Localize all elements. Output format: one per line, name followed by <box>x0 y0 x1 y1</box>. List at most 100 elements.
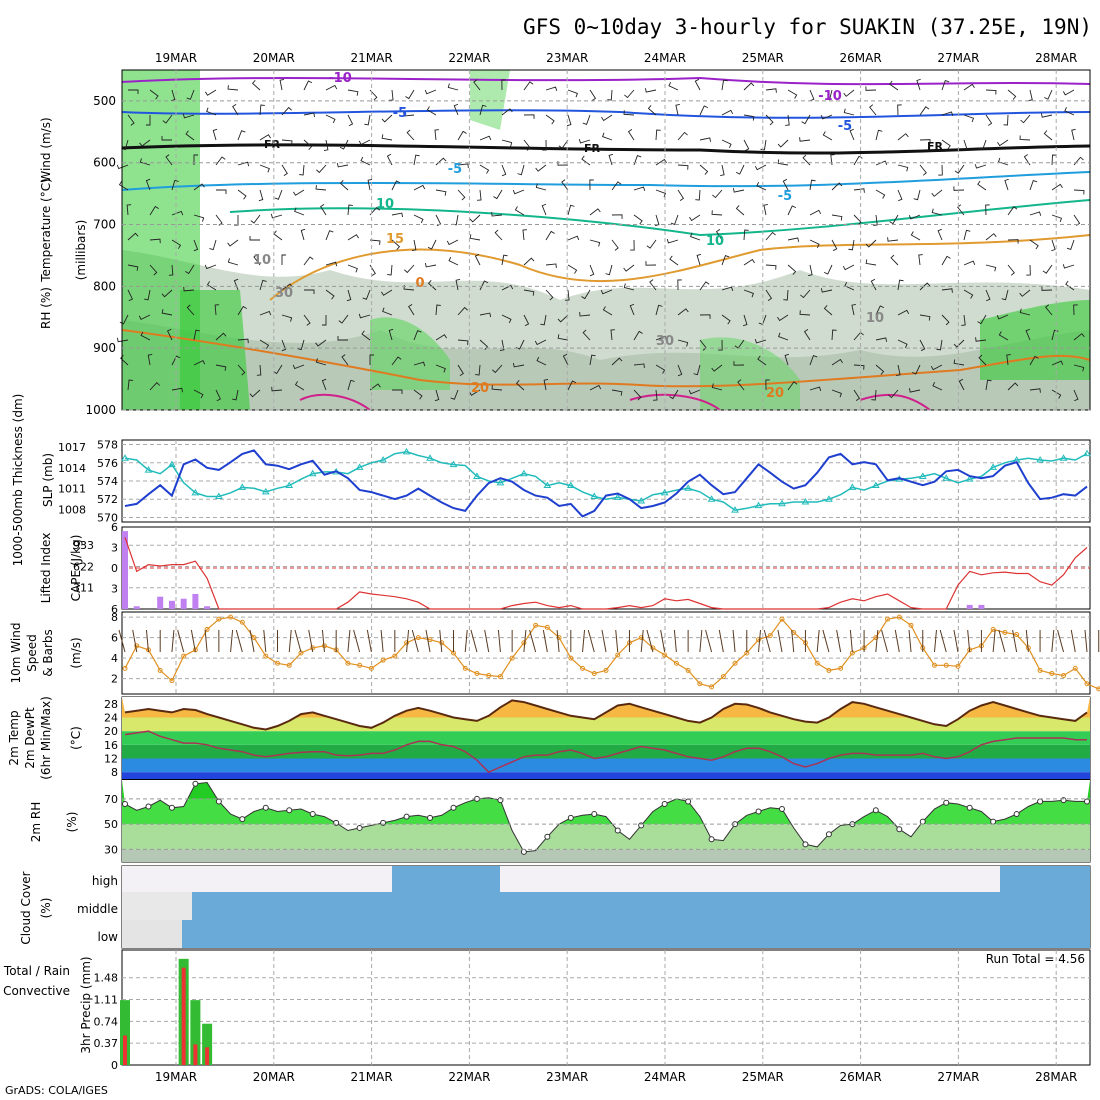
wind-barb <box>677 164 689 170</box>
wind-barb <box>215 389 221 402</box>
cape-label: CAPE (J/kg) <box>69 535 83 602</box>
upper-temp-label: Temperature (°C) <box>39 178 53 283</box>
wind-barb <box>870 278 877 291</box>
wind-barb <box>694 78 701 91</box>
wind-barb <box>259 134 271 141</box>
wind-marker <box>404 640 410 646</box>
wind-barb <box>689 214 701 222</box>
wind-barb <box>677 131 688 141</box>
wind-barb-10m <box>791 629 795 653</box>
wind-barb <box>875 305 885 316</box>
wind-barb <box>849 128 855 141</box>
date-label-top: 21MAR <box>351 51 393 65</box>
dewpoint-line <box>124 730 1087 774</box>
wind-barb <box>1019 135 1031 141</box>
rh-marker <box>262 804 269 811</box>
cape-bar <box>122 531 128 609</box>
wind-barb <box>303 314 311 326</box>
temp-band <box>122 731 1090 745</box>
wind-barb <box>193 154 198 165</box>
thickness-tick: 576 <box>97 457 118 470</box>
wind-barb <box>757 355 767 366</box>
wind-barb <box>389 89 394 101</box>
wind-barb <box>1073 189 1085 195</box>
wind-barb <box>193 360 206 366</box>
wind-marker <box>685 667 691 673</box>
wind-barb <box>479 104 487 116</box>
thickness-marker <box>1059 454 1068 461</box>
wind-barb <box>711 383 723 391</box>
wind-barb <box>413 214 424 224</box>
rh-2m-panel: 30 50 70 <box>104 780 1090 862</box>
wind-barb-10m <box>601 629 607 653</box>
wind-barb <box>232 104 239 116</box>
day-gridlines <box>175 70 1057 1065</box>
wind-barb <box>624 89 635 99</box>
wind-barb <box>765 88 777 93</box>
li-line <box>124 537 1088 610</box>
wind-barb <box>963 289 974 299</box>
date-label-top: 20MAR <box>253 51 295 65</box>
wind-barb <box>1001 289 1009 301</box>
date-label-bottom: 21MAR <box>351 1070 393 1084</box>
li-tick: 0 <box>111 562 118 575</box>
wind-barb <box>215 214 223 226</box>
wind-marker <box>814 660 820 666</box>
wind-barb-10m <box>881 629 889 653</box>
wind-marker <box>1049 671 1055 676</box>
wind-barb <box>161 309 173 316</box>
temp-tick: 24 <box>104 712 118 725</box>
cape-tick: 622 <box>73 560 94 573</box>
wind-barb <box>630 239 635 251</box>
wind-barb <box>733 361 745 366</box>
wind-barb <box>186 304 195 316</box>
wind-barb <box>325 261 338 267</box>
precip-tick: 0.37 <box>94 1037 119 1050</box>
contour-label: 10 <box>253 253 271 268</box>
wind-barb <box>515 380 525 391</box>
wind-barb <box>743 258 755 266</box>
wind-barb <box>541 203 547 216</box>
wind-barb <box>669 389 679 400</box>
wind10-label-b: Speed <box>25 634 39 672</box>
wind-barb <box>801 114 811 125</box>
temp2m-label-c: (6hr Min/Max) <box>39 696 53 780</box>
wind-barb <box>347 264 358 273</box>
wind-barb <box>1073 304 1078 316</box>
wind-barb-10m <box>308 629 314 653</box>
rh-tick: 30 <box>104 843 118 856</box>
wind-barb <box>887 237 899 242</box>
wind-barb <box>823 264 833 275</box>
wind-barb <box>522 229 527 241</box>
wind-barb <box>193 183 205 191</box>
wind-marker <box>568 655 574 661</box>
wind-barb <box>963 114 975 123</box>
wind-barb <box>514 206 525 216</box>
wind-marker <box>169 678 175 684</box>
wind-barb <box>589 384 602 391</box>
wind-barb <box>214 304 220 316</box>
rh-marker <box>122 800 128 807</box>
wind-barb <box>777 159 789 166</box>
wind-barb <box>303 80 313 91</box>
wind-marker <box>873 635 879 641</box>
wind-barb-10m <box>294 629 302 653</box>
wind-barb <box>281 164 288 176</box>
thickness-marker <box>402 447 411 455</box>
temp-band <box>122 758 1090 773</box>
wind-barb <box>251 80 261 91</box>
wind-barb <box>258 189 264 202</box>
wind-barb <box>627 129 635 141</box>
wind-barb-10m <box>816 629 820 653</box>
wind-barb <box>889 214 899 225</box>
wind-barb <box>369 354 374 365</box>
wind-barb <box>931 189 943 197</box>
precip-bar <box>202 1023 213 1065</box>
wind-barb <box>721 109 734 116</box>
cape-bar <box>157 596 164 609</box>
wind-barb <box>785 114 790 126</box>
wind-barb <box>119 314 129 325</box>
cloud-level-label: high <box>92 874 118 888</box>
wind-marker <box>181 653 187 659</box>
wind-barb <box>435 304 441 316</box>
